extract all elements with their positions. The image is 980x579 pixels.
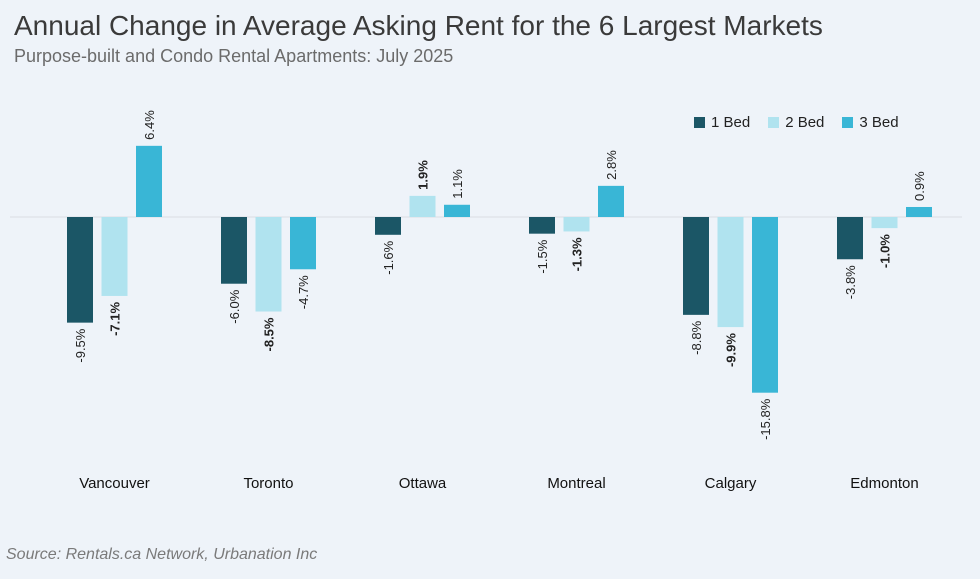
- bar-calgary-3-bed: [752, 217, 778, 393]
- chart-subtitle: Purpose-built and Condo Rental Apartment…: [14, 46, 454, 66]
- legend-label-1-bed: 1 Bed: [711, 114, 751, 131]
- data-label-vancouver-3-bed: 6.4%: [142, 110, 157, 140]
- bar-vancouver-2-bed: [101, 217, 128, 296]
- bar-calgary-2-bed: [717, 217, 744, 328]
- bar-ottawa-1-bed: [375, 217, 401, 235]
- bar-calgary-1-bed: [683, 217, 709, 315]
- legend-item-3-bed: 3 Bed: [842, 114, 899, 131]
- data-label-edmonton-1-bed: -3.8%: [843, 265, 858, 299]
- data-label-vancouver-1-bed: -9.5%: [73, 328, 88, 362]
- data-label-toronto-2-bed: -8.5%: [262, 317, 277, 351]
- category-label-calgary: Calgary: [705, 475, 757, 492]
- data-label-montreal-1-bed: -1.5%: [535, 239, 550, 273]
- category-label-vancouver: Vancouver: [79, 475, 150, 492]
- category-label-toronto: Toronto: [243, 475, 293, 492]
- chart-title: Annual Change in Average Asking Rent for…: [14, 10, 823, 41]
- data-label-ottawa-3-bed: 1.1%: [450, 169, 465, 199]
- legend-label-3-bed: 3 Bed: [859, 114, 899, 131]
- bar-ottawa-3-bed: [444, 204, 470, 217]
- data-label-ottawa-1-bed: -1.6%: [381, 240, 396, 274]
- data-label-edmonton-2-bed: -1.0%: [878, 234, 893, 268]
- bar-edmonton-2-bed: [871, 217, 898, 229]
- data-label-calgary-1-bed: -8.8%: [689, 320, 704, 354]
- data-label-calgary-3-bed: -15.8%: [758, 398, 773, 440]
- bar-montreal-3-bed: [598, 185, 624, 217]
- data-label-vancouver-2-bed: -7.1%: [108, 302, 123, 336]
- bar-edmonton-3-bed: [906, 206, 932, 217]
- bar-toronto-2-bed: [255, 217, 282, 312]
- legend-label-2-bed: 2 Bed: [785, 114, 825, 131]
- chart-legend: 1 Bed 2 Bed 3 Bed: [694, 114, 899, 131]
- legend-item-1-bed: 1 Bed: [694, 114, 750, 131]
- legend-swatch-1-bed: [694, 117, 705, 128]
- legend-swatch-2-bed: [768, 117, 780, 128]
- data-label-ottawa-2-bed: 1.9%: [416, 160, 431, 190]
- data-label-toronto-1-bed: -6.0%: [227, 289, 242, 323]
- bar-toronto-3-bed: [290, 217, 316, 270]
- bar-montreal-2-bed: [563, 217, 590, 232]
- bar-edmonton-1-bed: [837, 217, 863, 260]
- bar-montreal-1-bed: [529, 217, 555, 234]
- bar-toronto-1-bed: [221, 217, 247, 284]
- bar-vancouver-3-bed: [136, 145, 162, 217]
- data-label-montreal-3-bed: 2.8%: [604, 150, 619, 180]
- legend-item-2-bed: 2 Bed: [768, 114, 824, 131]
- bar-vancouver-1-bed: [67, 217, 93, 323]
- bar-ottawa-2-bed: [409, 195, 436, 217]
- data-label-toronto-3-bed: -4.7%: [296, 275, 311, 309]
- data-label-montreal-2-bed: -1.3%: [570, 237, 585, 271]
- source-note: Source: Rentals.ca Network, Urbanation I…: [6, 546, 318, 563]
- data-label-edmonton-3-bed: 0.9%: [912, 171, 927, 201]
- category-label-ottawa: Ottawa: [399, 475, 447, 492]
- legend-swatch-3-bed: [842, 117, 854, 128]
- data-label-calgary-2-bed: -9.9%: [724, 333, 739, 367]
- category-label-edmonton: Edmonton: [850, 475, 918, 492]
- category-label-montreal: Montreal: [547, 475, 605, 492]
